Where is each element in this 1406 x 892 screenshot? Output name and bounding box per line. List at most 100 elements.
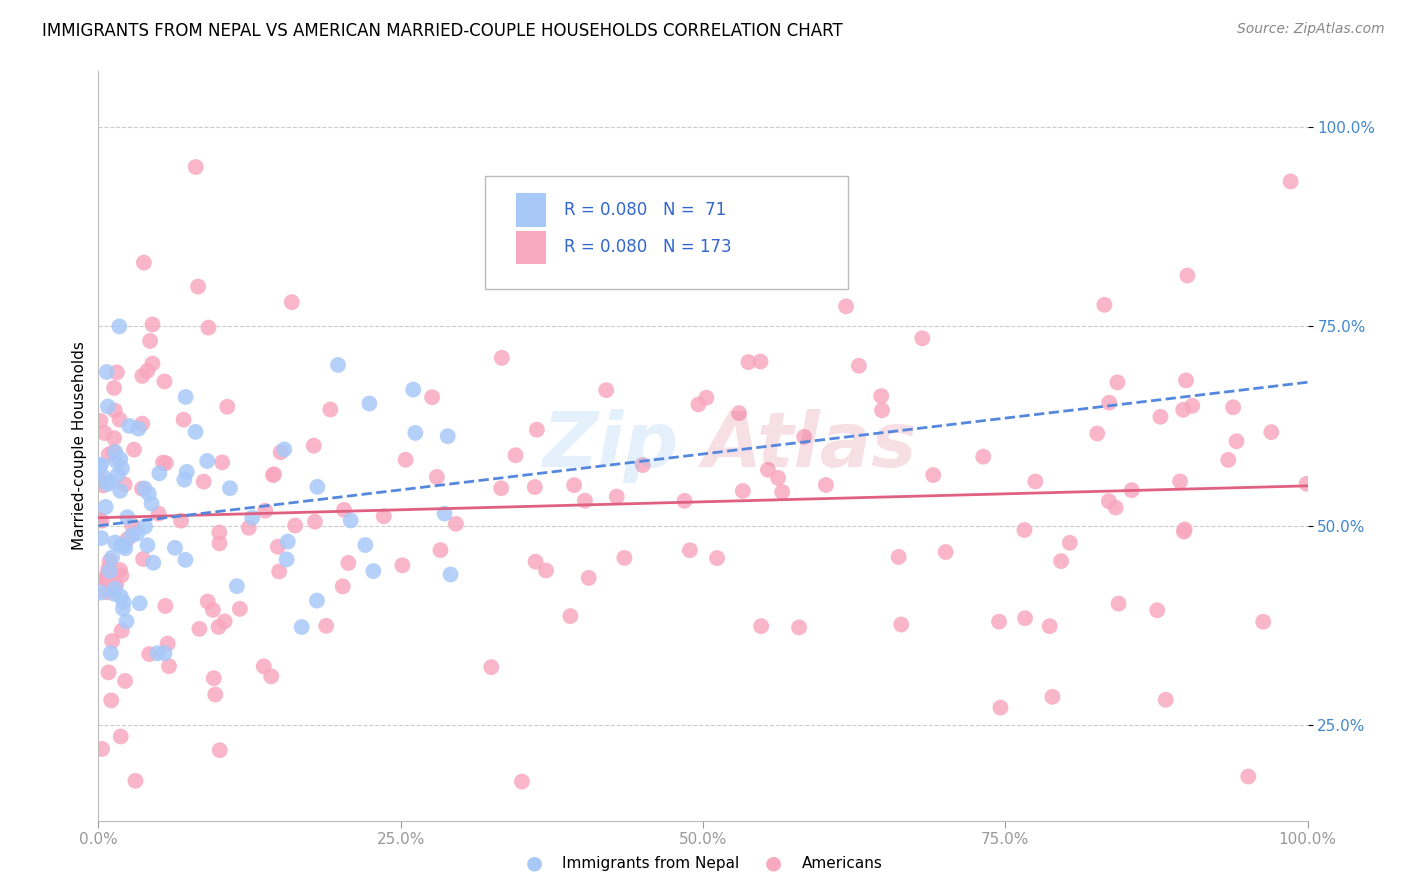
Point xyxy=(284,518,307,533)
Point xyxy=(229,602,252,616)
Point xyxy=(90,514,112,528)
Point xyxy=(202,671,225,685)
Point xyxy=(139,334,162,348)
Point xyxy=(688,397,710,411)
Point xyxy=(97,665,120,680)
Point xyxy=(156,637,179,651)
Point xyxy=(141,357,163,371)
Point xyxy=(176,465,198,479)
Point xyxy=(402,383,425,397)
Point xyxy=(524,555,547,569)
Point xyxy=(1218,453,1240,467)
Point xyxy=(391,558,413,573)
Point xyxy=(267,540,290,554)
Point xyxy=(1173,402,1195,417)
Point xyxy=(110,483,132,498)
Point xyxy=(766,471,789,485)
Point xyxy=(793,430,815,444)
Bar xyxy=(516,230,546,264)
Point xyxy=(574,493,596,508)
Text: R = 0.080   N =  71: R = 0.080 N = 71 xyxy=(564,201,725,219)
Point xyxy=(439,567,461,582)
Point xyxy=(922,468,945,483)
Point xyxy=(489,481,512,495)
Point xyxy=(291,620,314,634)
Point xyxy=(1154,692,1177,706)
Text: ●: ● xyxy=(765,854,782,873)
Point xyxy=(219,481,242,495)
Point xyxy=(270,445,292,459)
Point xyxy=(1173,524,1195,539)
Point xyxy=(111,601,134,615)
Point xyxy=(98,554,121,568)
Point xyxy=(195,454,218,468)
Point xyxy=(138,486,160,500)
Point xyxy=(706,551,728,566)
Point xyxy=(1225,434,1247,449)
Point xyxy=(174,553,197,567)
Point xyxy=(1098,494,1121,508)
Point xyxy=(89,513,111,527)
Point xyxy=(208,525,231,540)
Point xyxy=(93,470,115,484)
Point xyxy=(1104,500,1126,515)
Point xyxy=(526,423,548,437)
Point xyxy=(835,299,858,313)
Text: Atlas: Atlas xyxy=(703,409,918,483)
Point xyxy=(1014,523,1036,537)
Point xyxy=(104,445,127,459)
Text: Americans: Americans xyxy=(801,856,883,871)
Point xyxy=(1260,425,1282,439)
Point xyxy=(127,526,149,541)
Point xyxy=(110,730,132,744)
Point xyxy=(101,550,124,565)
Point xyxy=(749,619,772,633)
Point xyxy=(204,688,226,702)
Point xyxy=(679,543,702,558)
Point xyxy=(108,319,131,334)
Point xyxy=(121,528,143,542)
Text: IMMIGRANTS FROM NEPAL VS AMERICAN MARRIED-COUPLE HOUSEHOLDS CORRELATION CHART: IMMIGRANTS FROM NEPAL VS AMERICAN MARRIE… xyxy=(42,22,844,40)
Point xyxy=(359,396,381,410)
Point xyxy=(1085,426,1108,441)
Point xyxy=(1039,619,1062,633)
Point xyxy=(1108,597,1130,611)
Point xyxy=(96,585,118,599)
Point xyxy=(107,467,129,482)
Point xyxy=(1121,483,1143,498)
Point xyxy=(749,354,772,368)
Point xyxy=(1024,475,1046,489)
Point xyxy=(253,659,276,673)
Point xyxy=(911,331,934,345)
Point xyxy=(935,545,957,559)
Point xyxy=(110,539,132,553)
Point xyxy=(319,402,342,417)
Point xyxy=(214,615,236,629)
Point xyxy=(436,429,458,443)
Point xyxy=(756,463,779,477)
Point xyxy=(404,425,426,440)
Point xyxy=(128,422,150,436)
Point xyxy=(94,573,117,587)
Point xyxy=(770,485,793,500)
Point xyxy=(728,406,751,420)
Point xyxy=(814,478,837,492)
Point xyxy=(848,359,870,373)
Point xyxy=(115,615,138,629)
Point xyxy=(90,458,112,472)
Point xyxy=(333,503,356,517)
Point xyxy=(1222,401,1244,415)
Point xyxy=(155,599,177,613)
Text: Immigrants from Nepal: Immigrants from Nepal xyxy=(562,856,740,871)
Point xyxy=(96,477,118,491)
Point xyxy=(1146,603,1168,617)
Point xyxy=(315,619,337,633)
FancyBboxPatch shape xyxy=(485,177,848,289)
Point xyxy=(111,624,134,638)
Point xyxy=(153,646,176,660)
Point xyxy=(155,456,177,470)
Point xyxy=(510,774,533,789)
Point xyxy=(111,461,134,475)
Point xyxy=(91,742,114,756)
Point xyxy=(211,455,233,469)
